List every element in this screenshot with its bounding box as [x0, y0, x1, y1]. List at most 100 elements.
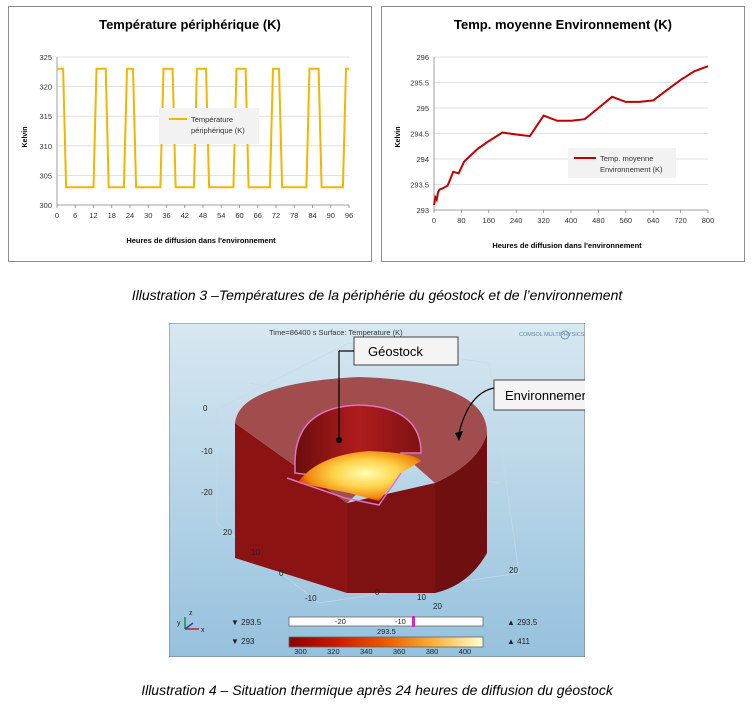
sim-axis-label: 10: [417, 593, 426, 602]
colorbar-tick-label: 360: [393, 647, 406, 656]
x-tick-label: 0: [55, 211, 59, 220]
y-tick-label: 295.5: [410, 79, 429, 88]
slider2-min-label: ▼ 293: [231, 637, 255, 646]
y-tick-label: 305: [39, 171, 52, 180]
comsol-logo-icon: [560, 330, 570, 340]
geostock-section-edge: [286, 472, 402, 506]
y-tick-label: 294.5: [410, 130, 429, 139]
chart1-xlabel: Heures de diffusion dans l'environnement: [126, 236, 276, 245]
axis-triad-icon: y z x: [177, 610, 205, 634]
x-tick-label: 84: [308, 211, 316, 220]
slider2-max-label: ▲ 411: [507, 637, 530, 646]
x-tick-label: 90: [327, 211, 335, 220]
sim-axis-label: -20: [201, 488, 213, 497]
chart1-ylabel: Kelvin: [22, 126, 29, 147]
colorbar-tick-label: 320: [327, 647, 340, 656]
slider1-min-label: ▼ 293.5: [231, 618, 262, 627]
chart1-svg: Température périphérique (K) 30030531031…: [22, 17, 353, 245]
chart2-title: Temp. moyenne Environnement (K): [454, 17, 672, 32]
y-tick-label: 325: [39, 53, 52, 62]
y-tick-label: 296: [416, 53, 429, 62]
x-tick-label: 80: [457, 216, 465, 225]
y-tick-label: 293: [416, 206, 429, 215]
sim-axis-label: -10: [305, 594, 317, 603]
x-tick-label: 96: [345, 211, 353, 220]
x-tick-label: 480: [592, 216, 605, 225]
x-tick-label: 54: [217, 211, 225, 220]
colorbar-tick-label: 400: [459, 647, 472, 656]
x-tick-label: 240: [510, 216, 523, 225]
environment-front-wall: [235, 423, 347, 593]
sim-axis-label: -10: [201, 447, 213, 456]
slider1-handle[interactable]: [412, 616, 415, 627]
x-tick-label: 60: [235, 211, 243, 220]
x-tick-label: 48: [199, 211, 207, 220]
x-tick-label: 6: [73, 211, 77, 220]
simulation-svg: Time=86400 s Surface: Temperature (K) CO…: [168, 322, 621, 658]
y-tick-label: 295: [416, 104, 429, 113]
colorbar-tick-label: 380: [426, 647, 439, 656]
sim-axis-label: 20: [223, 528, 232, 537]
x-tick-label: 66: [254, 211, 262, 220]
colorbar[interactable]: [288, 636, 484, 648]
simulation-figure: Time=86400 s Surface: Temperature (K) CO…: [168, 322, 621, 658]
chart2-ylabel: Kelvin: [395, 126, 402, 147]
slider1-value: 293.5: [377, 627, 396, 636]
x-tick-label: 42: [181, 211, 189, 220]
slider1-tick: -10: [395, 617, 406, 626]
chart2-legend: Temp. moyenne Environnement (K): [568, 148, 676, 178]
y-tick-label: 320: [39, 83, 52, 92]
x-tick-label: 12: [89, 211, 97, 220]
x-tick-label: 800: [702, 216, 715, 225]
callout-geostock-dot: [336, 437, 342, 443]
chart2-legend-label: Temp. moyenne Environnement (K): [600, 154, 663, 174]
chart1-legend: Température périphérique (K): [159, 108, 259, 144]
x-tick-label: 72: [272, 211, 280, 220]
x-tick-label: 320: [537, 216, 550, 225]
svg-text:x: x: [201, 627, 205, 634]
x-tick-label: 18: [108, 211, 116, 220]
callout-geostock: [353, 336, 459, 366]
sim-axis-label: 10: [251, 548, 260, 557]
x-tick-label: 36: [162, 211, 170, 220]
x-tick-label: 24: [126, 211, 134, 220]
x-tick-label: 720: [674, 216, 687, 225]
x-tick-label: 0: [432, 216, 436, 225]
x-tick-label: 400: [565, 216, 578, 225]
colorbar-tick-label: 340: [360, 647, 373, 656]
chart2-svg: Temp. moyenne Environnement (K) 293 293.5…: [395, 17, 715, 250]
sim-axis-label: 0: [375, 588, 380, 597]
x-tick-label: 30: [144, 211, 152, 220]
y-tick-label: 294: [416, 155, 429, 164]
colorbar-tick-label: 300: [294, 647, 307, 656]
sim-axis-label: 0: [279, 569, 284, 578]
chart-peripheral-temperature: Température périphérique (K) 300 305 310 31…: [8, 6, 372, 262]
caption-illustration-4: Illustration 4 – Situation thermique apr…: [141, 682, 613, 698]
slider1-max-label: ▲ 293.5: [507, 618, 538, 627]
sim-axis-label: 20: [509, 566, 518, 575]
callout-environnement-pointer: [458, 387, 495, 434]
chart1-series-line: [57, 67, 349, 189]
sim-axis-label: 0: [203, 404, 208, 413]
y-tick-label: 315: [39, 112, 52, 121]
chart2-xlabel: Heures de diffusion dans l'environnement: [492, 241, 642, 250]
y-tick-label: 293.5: [410, 181, 429, 190]
slider1-track[interactable]: [288, 616, 484, 627]
y-tick-label: 310: [39, 142, 52, 151]
environment-outer-wall: [435, 433, 487, 593]
x-tick-label: 78: [290, 211, 298, 220]
sim-axis-label: 20: [433, 602, 442, 611]
chart1-title: Température périphérique (K): [99, 17, 281, 32]
sim-header: Time=86400 s Surface: Temperature (K): [269, 328, 403, 337]
x-tick-label: 640: [647, 216, 660, 225]
x-tick-label: 160: [483, 216, 496, 225]
callout-environnement-label: Environnement: [505, 388, 585, 403]
x-tick-label: 560: [620, 216, 633, 225]
caption-illustration-3: Illustration 3 –Températures de la périp…: [131, 287, 623, 303]
svg-text:z: z: [189, 610, 193, 617]
chart1-legend-label: Température périphérique (K): [191, 115, 245, 135]
sim-logo: COMSOL MULTIPHYSICS: [519, 332, 585, 338]
environment-cut-wall: [347, 483, 435, 593]
geostock-hot-core: [299, 451, 421, 501]
slider1-tick: -20: [335, 617, 346, 626]
